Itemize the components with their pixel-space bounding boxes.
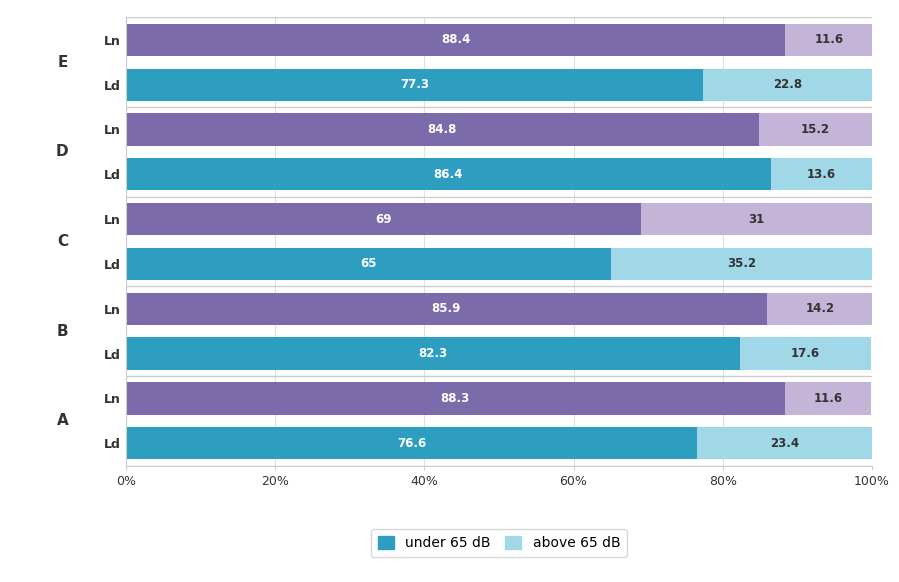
Text: 23.4: 23.4 xyxy=(770,436,799,450)
Bar xyxy=(126,382,785,414)
Text: E: E xyxy=(58,55,67,70)
Text: 88.3: 88.3 xyxy=(441,392,470,405)
Bar xyxy=(703,69,873,101)
Bar xyxy=(126,248,611,280)
Text: 69: 69 xyxy=(375,212,392,226)
Text: 85.9: 85.9 xyxy=(432,302,461,315)
Text: 15.2: 15.2 xyxy=(801,123,830,136)
Text: 76.6: 76.6 xyxy=(397,436,426,450)
Bar xyxy=(126,24,786,56)
Text: 77.3: 77.3 xyxy=(400,78,429,91)
Text: 65: 65 xyxy=(360,257,377,271)
Bar xyxy=(126,69,703,101)
Bar xyxy=(126,427,698,459)
Text: 22.8: 22.8 xyxy=(773,78,802,91)
Bar xyxy=(641,203,872,235)
Bar xyxy=(126,293,767,325)
Text: 35.2: 35.2 xyxy=(727,257,757,271)
Text: B: B xyxy=(57,324,68,339)
Bar xyxy=(770,158,872,190)
Text: 86.4: 86.4 xyxy=(433,168,463,181)
Text: 31: 31 xyxy=(748,212,764,226)
Bar xyxy=(786,24,872,56)
Bar xyxy=(126,203,641,235)
Bar xyxy=(126,338,740,370)
Bar xyxy=(126,113,759,146)
Bar xyxy=(759,113,872,146)
Text: 14.2: 14.2 xyxy=(806,302,834,315)
Text: 82.3: 82.3 xyxy=(418,347,448,360)
Text: 11.6: 11.6 xyxy=(814,392,842,405)
Text: 84.8: 84.8 xyxy=(428,123,457,136)
Text: 13.6: 13.6 xyxy=(806,168,836,181)
Bar xyxy=(698,427,872,459)
Bar xyxy=(126,158,770,190)
Bar xyxy=(611,248,874,280)
Bar xyxy=(785,382,871,414)
Bar xyxy=(740,338,871,370)
Legend: under 65 dB, above 65 dB: under 65 dB, above 65 dB xyxy=(370,530,628,557)
Text: 17.6: 17.6 xyxy=(791,347,820,360)
Text: C: C xyxy=(57,234,68,249)
Text: 11.6: 11.6 xyxy=(814,33,843,47)
Bar xyxy=(767,293,873,325)
Text: A: A xyxy=(57,413,68,428)
Text: D: D xyxy=(56,144,68,159)
Text: 88.4: 88.4 xyxy=(441,33,470,47)
